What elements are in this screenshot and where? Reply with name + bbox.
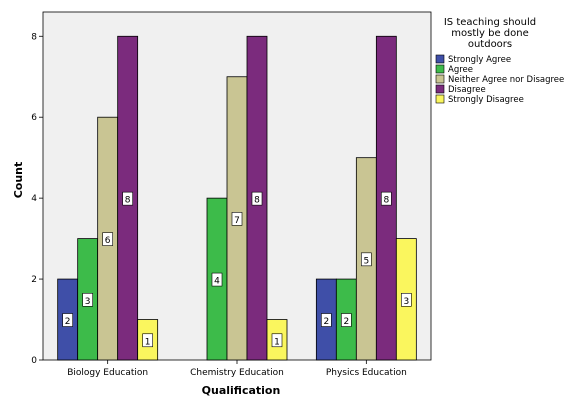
- legend-swatch: [435, 74, 445, 84]
- data-label-text: 7: [234, 216, 240, 226]
- x-tick-label: Biology Education: [67, 368, 148, 378]
- data-label-box: [271, 333, 283, 348]
- data-label-text: 2: [343, 317, 349, 327]
- data-label-2-3: 8: [381, 191, 392, 206]
- data-label-1-3: 8: [251, 191, 263, 206]
- y-tick-label: 4: [31, 194, 37, 204]
- legend-item: Neither Agree nor Disagree: [435, 74, 564, 85]
- legend-item: Disagree: [435, 84, 486, 95]
- data-label-2-2: 5: [361, 252, 372, 267]
- data-label-0-3: 8: [122, 191, 133, 206]
- data-label-box: [142, 333, 153, 348]
- data-labels-layer: 2 3 6 8 1 4 7 8 1 2 2 5 8 3: [62, 191, 412, 348]
- data-label-box: [321, 313, 332, 327]
- data-label-text: 8: [125, 196, 131, 206]
- data-label-2-1: 2: [341, 313, 352, 327]
- data-label-0-0: 2: [62, 313, 73, 327]
- data-label-text: 6: [105, 236, 111, 246]
- data-label-text: 1: [274, 337, 280, 347]
- legend-swatch: [435, 64, 445, 74]
- legend-label: Disagree: [448, 85, 486, 95]
- y-tick-label: 2: [31, 275, 37, 285]
- data-label-box: [211, 272, 223, 287]
- legend-item: Strongly Agree: [435, 54, 511, 65]
- data-label-box: [102, 232, 113, 246]
- legend-label: Neither Agree nor Disagree: [448, 75, 564, 85]
- data-label-1-4: 1: [271, 333, 283, 348]
- data-label-text: 2: [65, 317, 71, 327]
- x-tick-label: Chemistry Education: [190, 368, 284, 378]
- data-label-box: [401, 293, 412, 307]
- data-label-text: 5: [363, 256, 369, 266]
- data-label-text: 8: [383, 196, 389, 206]
- y-tick-label: 0: [31, 356, 37, 366]
- legend-title-line-1: IS teaching should: [444, 17, 536, 28]
- data-label-box: [251, 191, 263, 206]
- legend-title-line-3: outdoors: [468, 39, 512, 50]
- data-label-text: 3: [85, 297, 91, 307]
- data-label-box: [82, 293, 93, 307]
- data-label-box: [341, 313, 352, 327]
- data-label-box: [381, 191, 392, 206]
- y-tick-label: 8: [31, 32, 37, 42]
- legend: IS teaching should mostly be done outdoo…: [435, 17, 564, 105]
- data-label-1-2: 7: [231, 212, 243, 226]
- data-label-box: [361, 252, 372, 267]
- data-label-2-0: 2: [321, 313, 332, 327]
- legend-swatch: [435, 94, 445, 104]
- x-tick-label: Physics Education: [326, 368, 407, 378]
- legend-label: Agree: [448, 65, 473, 75]
- legend-title-line-2: mostly be done: [451, 28, 529, 39]
- legend-swatch: [435, 84, 445, 94]
- data-label-box: [231, 212, 243, 226]
- x-axis-title: Qualification: [202, 384, 281, 397]
- data-label-text: 8: [254, 196, 260, 206]
- y-tick-label: 6: [31, 113, 37, 123]
- data-label-0-2: 6: [102, 232, 113, 246]
- data-label-text: 2: [323, 317, 329, 327]
- legend-label: Strongly Disagree: [448, 95, 524, 105]
- data-label-text: 4: [214, 277, 220, 287]
- data-label-box: [62, 313, 73, 327]
- data-label-text: 1: [145, 337, 151, 347]
- legend-label: Strongly Agree: [448, 55, 511, 65]
- data-label-box: [122, 191, 133, 206]
- legend-item: Strongly Disagree: [435, 94, 524, 105]
- y-axis-title: Count: [12, 162, 25, 199]
- legend-item: Agree: [435, 64, 473, 75]
- data-label-1-1: 4: [211, 272, 223, 287]
- legend-swatch: [435, 54, 445, 64]
- data-label-2-4: 3: [401, 293, 412, 307]
- axes-layer: Biology Education Chemistry Education Phys…: [31, 32, 407, 378]
- data-label-0-4: 1: [142, 333, 153, 348]
- data-label-0-1: 3: [82, 293, 93, 307]
- data-label-text: 3: [403, 297, 409, 307]
